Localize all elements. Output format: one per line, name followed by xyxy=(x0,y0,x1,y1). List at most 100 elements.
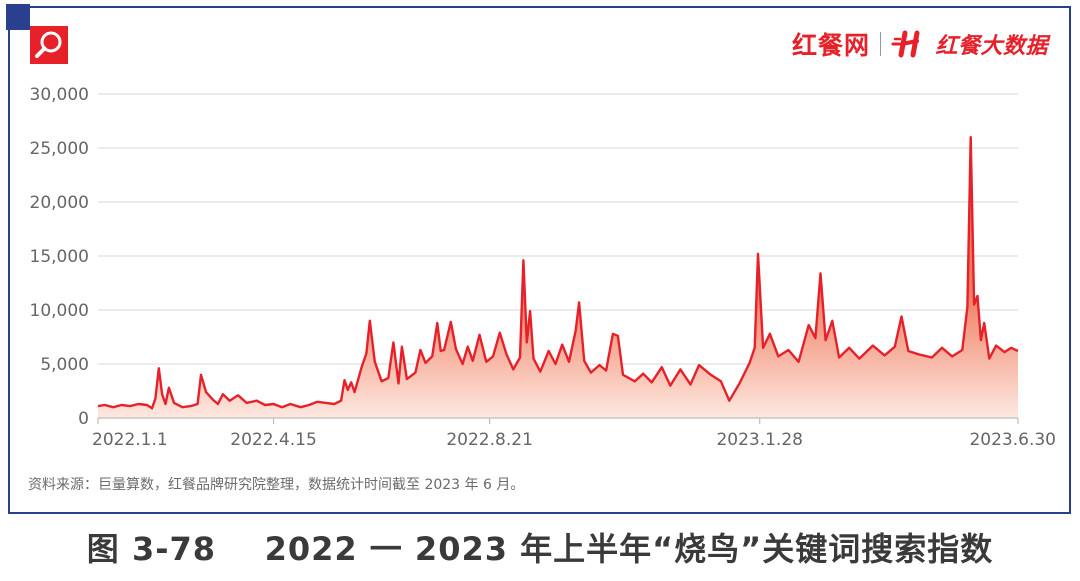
logo-divider xyxy=(879,32,882,56)
data-point xyxy=(883,354,885,356)
data-point xyxy=(146,404,148,406)
data-point xyxy=(387,377,389,379)
data-point xyxy=(754,347,756,349)
data-point xyxy=(325,402,327,404)
corner-tab xyxy=(6,4,30,30)
data-point xyxy=(222,393,224,395)
data-point xyxy=(642,373,644,375)
data-point xyxy=(894,346,896,348)
data-point xyxy=(710,374,712,376)
data-point xyxy=(431,355,433,357)
data-point xyxy=(347,389,349,391)
data-point xyxy=(526,341,528,343)
data-point xyxy=(634,380,636,382)
search-index-chart: 0 5,000 10,000 15,000 20,000 25,000 30,000 202… xyxy=(30,85,1056,450)
data-point xyxy=(748,362,750,364)
x-tick-label: 2022.1.1 xyxy=(92,430,168,450)
data-point xyxy=(907,350,909,352)
data-point xyxy=(414,371,416,373)
y-tick-label: 30,000 xyxy=(30,85,89,105)
data-point xyxy=(808,324,810,326)
data-point xyxy=(976,295,978,297)
data-point xyxy=(728,400,730,402)
data-point xyxy=(988,357,990,359)
data-point xyxy=(289,403,291,405)
data-point xyxy=(436,322,438,324)
data-point xyxy=(824,339,826,341)
data-point xyxy=(561,343,563,345)
data-point xyxy=(831,320,833,322)
data-point xyxy=(472,360,474,362)
brand-logo: 红餐网 红餐大数据 xyxy=(792,28,1048,60)
data-point xyxy=(112,406,114,408)
x-tick-label: 2023.6.30 xyxy=(969,430,1056,450)
x-tick-label: 2022.4.15 xyxy=(230,430,317,450)
data-point xyxy=(380,380,382,382)
data-point xyxy=(365,352,367,354)
x-tick-label: 2023.1.28 xyxy=(716,430,803,450)
data-point xyxy=(512,368,514,370)
data-point xyxy=(797,361,799,363)
search-icon xyxy=(30,26,68,64)
data-point xyxy=(720,380,722,382)
data-point xyxy=(272,403,274,405)
logo-mark-icon xyxy=(891,30,920,58)
data-point xyxy=(353,391,355,393)
data-point xyxy=(679,368,681,370)
data-point xyxy=(539,370,541,372)
data-point xyxy=(669,384,671,386)
data-point xyxy=(154,397,156,399)
figure-frame xyxy=(8,6,1071,514)
data-point xyxy=(104,404,106,406)
y-tick-label: 20,000 xyxy=(30,193,89,213)
data-point xyxy=(698,364,700,366)
y-tick-label: 25,000 xyxy=(30,139,89,159)
data-point xyxy=(343,379,345,381)
figure-caption: 图 3-78 2022 一 2023 年上半年“烧鸟”关键词搜索指数 xyxy=(86,530,994,568)
data-point xyxy=(129,405,131,407)
data-point xyxy=(200,374,202,376)
data-point xyxy=(995,344,997,346)
data-point xyxy=(858,357,860,359)
data-point xyxy=(777,355,779,357)
logo-secondary-text: 红餐大数据 xyxy=(935,34,1048,59)
data-point xyxy=(264,404,266,406)
data-point xyxy=(966,306,968,308)
data-point xyxy=(161,393,163,395)
data-point xyxy=(237,394,239,396)
data-point xyxy=(97,405,99,407)
y-axis-ticks: 0 5,000 10,000 15,000 20,000 25,000 30,000 xyxy=(30,85,89,429)
data-point xyxy=(308,404,310,406)
data-point xyxy=(281,406,283,408)
data-point xyxy=(424,362,426,364)
data-point xyxy=(617,335,619,337)
series-line xyxy=(97,136,1019,410)
data-point xyxy=(757,253,759,255)
data-point xyxy=(340,400,342,402)
data-point xyxy=(1003,351,1005,353)
data-point xyxy=(205,391,207,393)
logo-primary-text: 红餐网 xyxy=(791,31,870,60)
data-point xyxy=(485,361,487,363)
data-point xyxy=(158,367,160,369)
data-point xyxy=(622,374,624,376)
data-point xyxy=(762,347,764,349)
y-tick-label: 0 xyxy=(78,409,89,429)
data-point xyxy=(651,381,653,383)
data-point xyxy=(196,403,198,405)
data-point xyxy=(164,403,166,405)
data-point xyxy=(245,402,247,404)
data-point xyxy=(478,334,480,336)
data-point xyxy=(137,403,139,405)
data-point xyxy=(350,381,352,383)
data-point xyxy=(769,333,771,335)
data-point xyxy=(814,337,816,339)
data-point xyxy=(397,382,399,384)
data-point xyxy=(190,405,192,407)
data-point xyxy=(299,406,301,408)
data-point xyxy=(151,407,153,409)
data-point xyxy=(467,346,469,348)
data-point xyxy=(848,347,850,349)
data-point xyxy=(392,341,394,343)
data-point xyxy=(941,347,943,349)
